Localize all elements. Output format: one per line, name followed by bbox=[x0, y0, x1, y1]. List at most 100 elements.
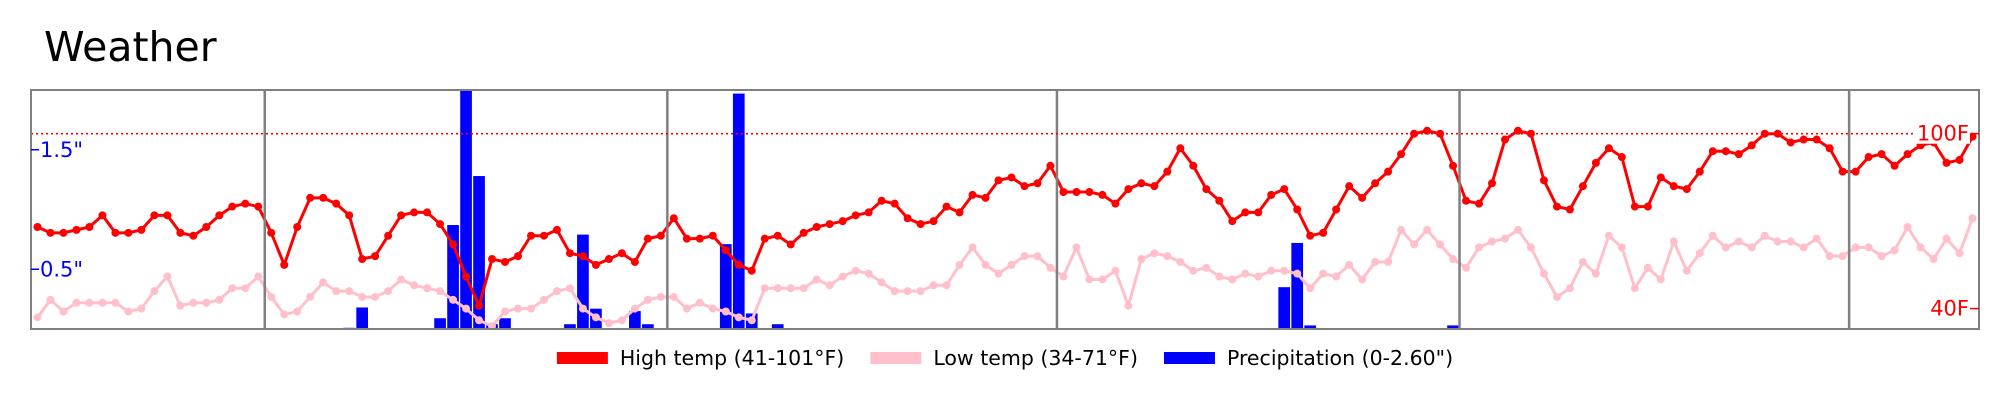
temp-marker bbox=[916, 287, 925, 296]
temp-marker bbox=[682, 304, 691, 313]
y-tick-label: 40F bbox=[1930, 297, 1969, 321]
temp-marker bbox=[215, 211, 224, 220]
temp-marker bbox=[202, 298, 211, 307]
temp-marker bbox=[695, 234, 704, 243]
temp-marker bbox=[1942, 234, 1951, 243]
temp-marker bbox=[449, 295, 458, 304]
temp-marker bbox=[1449, 255, 1458, 264]
temp-marker bbox=[72, 298, 81, 307]
temp-marker bbox=[488, 255, 497, 264]
temp-marker bbox=[1526, 243, 1535, 252]
temp-marker bbox=[591, 260, 600, 269]
temp-marker bbox=[306, 292, 315, 301]
temp-marker bbox=[345, 287, 354, 296]
temp-marker bbox=[1630, 284, 1639, 293]
temp-marker bbox=[150, 287, 159, 296]
temp-marker bbox=[1267, 266, 1276, 275]
temp-marker bbox=[1695, 249, 1704, 258]
temp-marker bbox=[1319, 269, 1328, 278]
temp-marker bbox=[189, 231, 198, 240]
temp-marker bbox=[1137, 255, 1146, 264]
temp-marker bbox=[150, 211, 159, 220]
temp-marker bbox=[1059, 188, 1068, 197]
temp-marker bbox=[475, 301, 484, 310]
temp-marker bbox=[1643, 202, 1652, 211]
temp-marker bbox=[1202, 263, 1211, 272]
temp-marker bbox=[176, 228, 185, 237]
temp-marker bbox=[85, 222, 94, 231]
temp-marker bbox=[449, 240, 458, 249]
temp-marker bbox=[565, 284, 574, 293]
temp-marker bbox=[33, 222, 42, 231]
temp-marker bbox=[1760, 129, 1769, 138]
temp-marker bbox=[1241, 208, 1250, 217]
temp-marker bbox=[604, 255, 613, 264]
temp-marker bbox=[1228, 217, 1237, 226]
temp-marker bbox=[1630, 202, 1639, 211]
precip-bar bbox=[1278, 287, 1291, 329]
temp-marker bbox=[1604, 231, 1613, 240]
temp-marker bbox=[1410, 240, 1419, 249]
temp-marker bbox=[1565, 205, 1574, 214]
temp-marker bbox=[202, 222, 211, 231]
temp-marker bbox=[552, 225, 561, 234]
temp-marker bbox=[1228, 275, 1237, 284]
temp-marker bbox=[955, 208, 964, 217]
temp-marker bbox=[864, 208, 873, 217]
temp-marker bbox=[1215, 196, 1224, 205]
temp-marker bbox=[267, 292, 276, 301]
temp-marker bbox=[1306, 284, 1315, 293]
temp-marker bbox=[630, 304, 639, 313]
temp-marker bbox=[1773, 237, 1782, 246]
temp-marker bbox=[163, 272, 172, 281]
temp-marker bbox=[1591, 158, 1600, 167]
temp-marker bbox=[1838, 252, 1847, 261]
temp-marker bbox=[799, 284, 808, 293]
legend-swatch bbox=[556, 352, 608, 364]
temp-marker bbox=[734, 313, 743, 322]
temp-marker bbox=[578, 304, 587, 313]
temp-marker bbox=[1929, 255, 1938, 264]
temp-marker bbox=[397, 275, 406, 284]
temp-marker bbox=[1007, 260, 1016, 269]
temp-marker bbox=[1488, 237, 1496, 246]
temp-marker bbox=[643, 234, 652, 243]
temp-marker bbox=[1734, 150, 1743, 159]
temp-marker bbox=[1890, 161, 1899, 170]
temp-marker bbox=[1306, 231, 1315, 240]
temp-marker bbox=[591, 313, 600, 322]
temp-marker bbox=[371, 292, 380, 301]
temp-marker bbox=[1020, 252, 1029, 261]
temp-marker bbox=[1293, 269, 1302, 278]
temp-marker bbox=[1968, 132, 1977, 141]
temp-marker bbox=[46, 295, 55, 304]
temp-marker bbox=[1877, 252, 1886, 261]
temp-marker bbox=[1825, 252, 1834, 261]
temp-marker bbox=[462, 272, 471, 281]
temp-marker bbox=[578, 252, 587, 261]
temp-marker bbox=[1955, 155, 1964, 164]
temp-marker bbox=[1552, 292, 1561, 301]
temp-marker bbox=[111, 228, 120, 237]
precip-bar bbox=[447, 225, 459, 329]
tick-label-bg bbox=[1915, 123, 1970, 144]
temp-line bbox=[36, 217, 1974, 328]
temp-marker bbox=[228, 202, 237, 211]
temp-marker bbox=[280, 260, 289, 269]
temp-marker bbox=[747, 266, 756, 275]
temp-marker bbox=[1617, 243, 1626, 252]
temp-marker bbox=[1163, 167, 1172, 176]
temp-marker bbox=[1020, 182, 1029, 191]
temp-marker bbox=[1500, 135, 1509, 144]
temp-marker bbox=[397, 211, 406, 220]
temp-marker bbox=[1202, 185, 1211, 194]
temp-marker bbox=[1085, 188, 1094, 197]
temp-marker bbox=[786, 240, 795, 249]
temp-marker bbox=[1215, 272, 1224, 281]
temp-marker bbox=[514, 252, 522, 261]
legend-label: Low temp (34-71°F) bbox=[933, 346, 1138, 370]
temp-marker bbox=[1098, 275, 1107, 284]
temp-marker bbox=[994, 269, 1003, 278]
legend-label: High temp (41-101°F) bbox=[620, 346, 844, 370]
temp-marker bbox=[773, 231, 782, 240]
